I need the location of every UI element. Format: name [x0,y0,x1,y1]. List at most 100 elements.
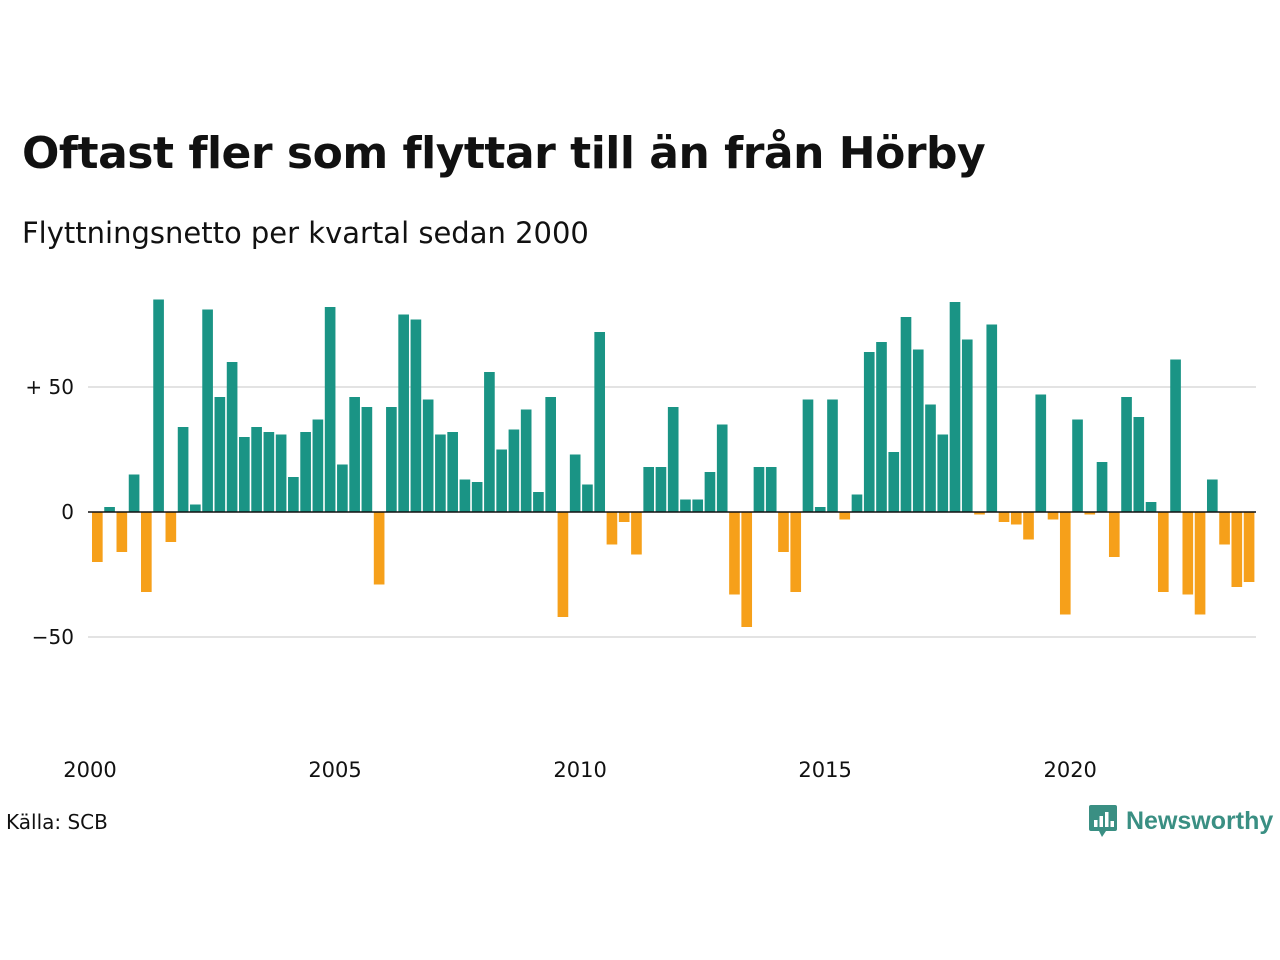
bar [141,512,152,592]
bar [1219,512,1230,545]
y-tick-label: + 50 [25,375,74,399]
x-tick-label: 2010 [553,758,606,782]
bar [594,332,606,512]
y-tick-label: −50 [32,625,74,649]
bar [471,482,483,512]
bar [704,472,716,512]
bar [827,399,838,512]
bar [1145,502,1157,512]
bar [349,397,360,512]
bar [949,302,961,512]
x-tick-label: 2005 [308,758,361,782]
bar [153,299,164,512]
y-tick-label: 0 [61,500,74,524]
bar [324,307,336,512]
bar [1206,479,1218,512]
axes: + 50 0 −50 2000 2005 2010 2015 2020 [25,375,1256,782]
bar [398,314,409,512]
bar [1035,394,1047,512]
bar [447,432,458,512]
bar [851,494,863,512]
bar [1121,397,1132,512]
bar [765,467,777,512]
bar [692,499,704,512]
brand-name: Newsworthy [1126,806,1274,835]
bar [459,479,471,512]
bar [643,467,655,512]
bar [1010,512,1022,525]
bar [177,427,189,512]
chart-title: Oftast fler som flyttar till än från Hör… [22,128,986,179]
bar [1084,512,1096,515]
bar [1170,359,1181,512]
bar [839,512,851,520]
bar-chart-speech-bubble-icon [1089,805,1117,837]
bar [1047,512,1059,520]
bar [508,429,520,512]
bar [410,319,422,512]
bar [814,507,826,512]
bar [618,512,630,522]
bar [251,427,262,512]
bar [729,512,740,595]
bar [1072,419,1083,512]
bar [1096,462,1108,512]
bar [667,407,679,512]
x-tick-label: 2015 [798,758,851,782]
bar [925,404,936,512]
bar [214,397,226,512]
bar [288,477,299,512]
bar [802,399,814,512]
bar [790,512,802,592]
bar [937,434,949,512]
bar [778,512,789,552]
x-tick-label: 2020 [1043,758,1096,782]
bar [300,432,311,512]
bar [386,407,397,512]
bar [263,432,275,512]
bar [716,424,728,512]
bar-chart: + 50 0 −50 2000 2005 2010 2015 2020 [25,299,1256,782]
bar [533,492,544,512]
bar [92,512,103,562]
bar [165,512,177,542]
bar [116,512,128,552]
bar [545,397,556,512]
bar [1231,512,1243,587]
bar [655,467,667,512]
bar [435,434,446,512]
bar [361,407,373,512]
x-tick-label: 2000 [63,758,116,782]
bar [484,372,495,512]
brand-logo: Newsworthy [1088,803,1273,839]
bar [239,437,250,512]
bar [312,419,324,512]
bar [557,512,569,617]
chart-subtitle: Flyttningsnetto per kvartal sedan 2000 [22,216,589,250]
bar [753,467,765,512]
bar [496,449,507,512]
bar [190,504,201,512]
bar [900,317,912,512]
bar [986,324,998,512]
bar [1194,512,1206,615]
bar [863,352,875,512]
bar [680,499,691,512]
bar [1243,512,1255,582]
gridlines [88,386,1256,638]
bar [582,484,593,512]
bar [1108,512,1120,557]
bar [569,454,581,512]
bar [998,512,1010,522]
bar [974,512,985,515]
bar [876,342,887,512]
bar [741,512,753,627]
bar [520,409,532,512]
bar [631,512,642,555]
bar [888,452,900,512]
bar [961,339,973,512]
source-label: Källa: SCB [6,810,108,834]
bar [226,362,238,512]
bar [422,399,434,512]
bar [337,464,348,512]
